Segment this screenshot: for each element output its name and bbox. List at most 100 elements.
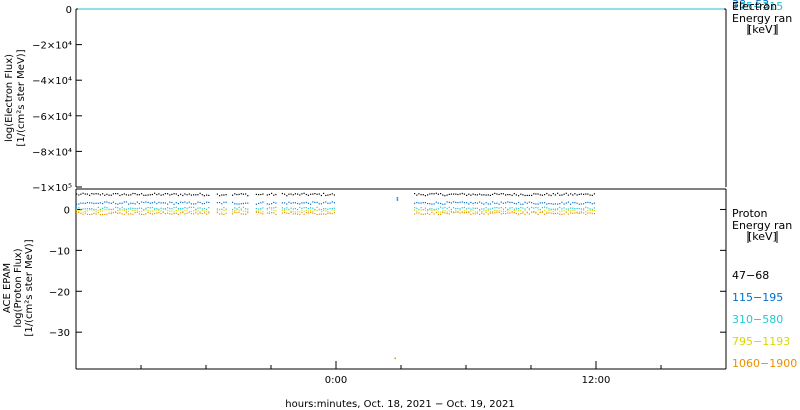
proton-isolated-point xyxy=(396,199,399,201)
proton-point xyxy=(541,206,543,209)
proton-point xyxy=(472,209,474,211)
proton-point xyxy=(190,194,192,196)
proton-point xyxy=(169,201,171,203)
proton-point xyxy=(156,203,158,205)
x-axis-label: hours:minutes, Oct. 18, 2021 − Oct. 19, … xyxy=(285,399,514,410)
proton-point xyxy=(414,193,416,195)
proton-point xyxy=(509,209,511,211)
proton-point xyxy=(509,201,511,203)
proton-point xyxy=(329,212,331,215)
proton-point xyxy=(78,211,80,213)
proton-point xyxy=(91,213,93,215)
proton-point xyxy=(121,213,123,215)
proton-point xyxy=(557,192,559,194)
proton-point xyxy=(314,193,316,195)
proton-point xyxy=(245,210,247,212)
proton-point xyxy=(544,194,546,196)
proton-point xyxy=(483,203,485,205)
proton-point xyxy=(414,202,416,204)
proton-point xyxy=(546,203,548,205)
proton-point xyxy=(271,192,273,194)
proton-point xyxy=(485,207,487,209)
proton-point xyxy=(186,202,188,204)
proton-point xyxy=(106,213,108,215)
proton-point xyxy=(554,194,556,196)
proton-point xyxy=(119,212,121,214)
proton-point xyxy=(546,192,548,195)
proton-point xyxy=(518,195,520,197)
proton-point xyxy=(552,213,554,215)
proton-point xyxy=(219,195,221,197)
proton-point xyxy=(242,193,244,195)
proton-point xyxy=(303,210,305,212)
proton-point xyxy=(106,209,108,211)
proton-point xyxy=(414,209,416,211)
proton-point xyxy=(93,202,95,205)
proton-point xyxy=(147,201,149,203)
proton-point xyxy=(271,203,273,205)
proton-point xyxy=(301,207,303,209)
proton-point xyxy=(193,194,195,196)
proton-point xyxy=(232,209,234,211)
proton-point xyxy=(418,202,420,204)
proton-point xyxy=(93,209,95,211)
proton-point xyxy=(104,209,106,211)
proton-point xyxy=(275,206,277,208)
proton-point xyxy=(258,194,260,196)
proton-point xyxy=(593,207,595,209)
proton-point xyxy=(522,194,524,196)
proton-point xyxy=(591,194,593,196)
proton-point xyxy=(95,211,97,213)
proton-point xyxy=(186,209,188,211)
proton-point xyxy=(470,213,472,215)
proton-point xyxy=(180,209,182,211)
proton-point xyxy=(544,213,546,215)
proton-point xyxy=(106,207,108,209)
proton-point xyxy=(567,213,569,215)
proton-point xyxy=(310,207,312,209)
proton-point xyxy=(99,194,101,196)
proton-point xyxy=(199,201,201,203)
proton-point xyxy=(184,213,186,215)
proton-point xyxy=(182,210,184,213)
proton-point xyxy=(242,210,244,212)
proton-point xyxy=(481,212,483,214)
proton-point xyxy=(221,194,223,196)
proton-point xyxy=(84,210,86,212)
proton-point xyxy=(537,213,539,215)
proton-point xyxy=(134,193,136,195)
proton-point xyxy=(455,201,457,203)
proton-point xyxy=(323,202,325,204)
electron-y-tick-label: 0 xyxy=(66,5,72,16)
proton-point xyxy=(325,208,327,210)
proton-point xyxy=(104,206,106,208)
proton-point xyxy=(147,210,149,212)
proton-point xyxy=(325,210,327,212)
proton-point xyxy=(541,211,543,213)
proton-ylabel-line-1: ACE EPAM xyxy=(2,263,13,313)
proton-point xyxy=(507,210,509,212)
proton-point xyxy=(500,213,502,215)
proton-point xyxy=(429,193,431,195)
proton-point xyxy=(143,202,145,204)
proton-point xyxy=(437,211,439,213)
proton-point xyxy=(498,203,500,205)
proton-point xyxy=(128,203,130,205)
proton-point xyxy=(528,209,530,211)
proton-point xyxy=(500,201,502,203)
proton-point xyxy=(97,212,99,214)
proton-point xyxy=(318,213,320,215)
proton-point xyxy=(117,207,119,209)
proton-point xyxy=(219,213,221,215)
proton-point xyxy=(262,207,264,209)
proton-point xyxy=(260,208,262,210)
proton-point xyxy=(225,208,227,210)
proton-point xyxy=(557,208,559,210)
proton-point xyxy=(158,193,160,195)
proton-point xyxy=(444,206,446,209)
proton-point xyxy=(292,208,294,210)
proton-point xyxy=(134,212,136,214)
proton-point xyxy=(433,208,435,211)
proton-point xyxy=(197,207,199,209)
proton-point xyxy=(468,193,470,195)
